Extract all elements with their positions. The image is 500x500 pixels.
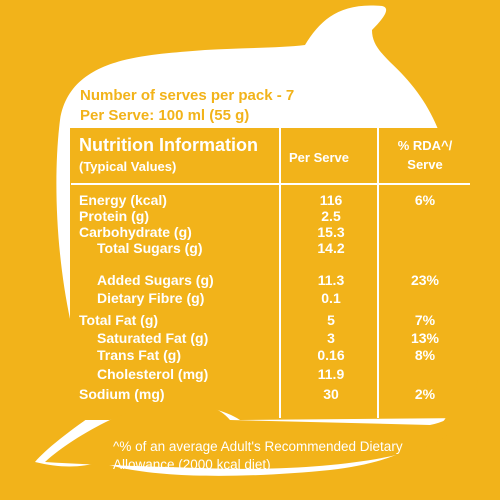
table-row: Added Sugars (g) 11.3 23%	[71, 272, 470, 289]
nutrient-name: Energy (kcal)	[79, 192, 167, 208]
table-row: Protein (g) 2.5	[71, 208, 470, 225]
table-row: Cholesterol (mg) 11.9	[71, 366, 470, 383]
nutrient-name: Saturated Fat (g)	[97, 330, 209, 346]
footnote-line2: Allowance (2000 kcal diet)	[113, 457, 271, 472]
nutrient-name: Sodium (mg)	[79, 386, 165, 402]
table-title: Nutrition Information	[79, 135, 258, 155]
header-divider	[71, 183, 470, 185]
table-header: Nutrition Information (Typical Values) P…	[71, 128, 470, 178]
nutrient-value: 30	[323, 386, 339, 402]
per-serve-size: Per Serve: 100 ml (55 g)	[80, 107, 250, 124]
nutrient-value: 3	[327, 330, 335, 346]
nutrient-name: Cholesterol (mg)	[97, 366, 209, 382]
per-serve-header: Per Serve	[289, 150, 349, 165]
nutrient-name: Dietary Fibre (g)	[97, 290, 205, 306]
table-row: Energy (kcal) 116 6%	[71, 192, 470, 209]
nutrient-value: 116	[319, 192, 343, 208]
footnote: ^% of an average Adult's Recommended Die…	[113, 438, 473, 474]
nutrition-table: Nutrition Information (Typical Values) P…	[71, 128, 470, 423]
nutrient-value: 15.3	[317, 224, 345, 240]
nutrient-name: Added Sugars (g)	[97, 272, 214, 288]
table-row: Saturated Fat (g) 3 13%	[71, 330, 470, 347]
rda-header-line1: % RDA^/	[397, 138, 453, 153]
nutrient-value: 11.9	[317, 366, 345, 382]
nutrient-rda: 23%	[410, 272, 440, 288]
rda-header: % RDA^/ Serve	[385, 136, 465, 174]
table-row: Total Sugars (g) 14.2	[71, 240, 470, 257]
nutrient-value: 0.1	[321, 290, 341, 306]
nutrient-name: Carbohydrate (g)	[79, 224, 192, 240]
footnote-line1: ^% of an average Adult's Recommended Die…	[113, 439, 403, 454]
nutrient-name: Protein (g)	[79, 208, 149, 224]
table-row: Dietary Fibre (g) 0.1	[71, 290, 470, 307]
serves-per-pack: Number of serves per pack - 7	[80, 87, 295, 104]
table-row: Carbohydrate (g) 15.3	[71, 224, 470, 241]
table-row: Sodium (mg) 30 2%	[71, 386, 470, 403]
nutrient-value: 14.2	[317, 240, 345, 256]
column-divider-2	[377, 128, 379, 418]
nutrient-name: Total Sugars (g)	[97, 240, 203, 256]
nutrient-name: Total Fat (g)	[79, 312, 159, 328]
nutrient-value: 5	[327, 312, 335, 328]
nutrient-value: 0.16	[317, 347, 345, 363]
nutrient-rda: 7%	[414, 312, 436, 328]
rda-header-line2: Serve	[407, 157, 443, 172]
nutrient-rda: 2%	[414, 386, 436, 402]
nutrient-value: 2.5	[321, 208, 341, 224]
nutrient-rda: 8%	[414, 347, 436, 363]
column-divider-1	[279, 128, 281, 418]
nutrient-name: Trans Fat (g)	[97, 347, 182, 363]
nutrient-rda: 13%	[410, 330, 440, 346]
serves-info: Number of serves per pack - 7 Per Serve:…	[80, 86, 294, 126]
nutrient-value: 11.3	[317, 272, 345, 288]
table-row: Trans Fat (g) 0.16 8%	[71, 347, 470, 364]
table-subtitle: (Typical Values)	[79, 159, 177, 174]
nutrient-rda: 6%	[414, 192, 436, 208]
table-row: Total Fat (g) 5 7%	[71, 312, 470, 329]
